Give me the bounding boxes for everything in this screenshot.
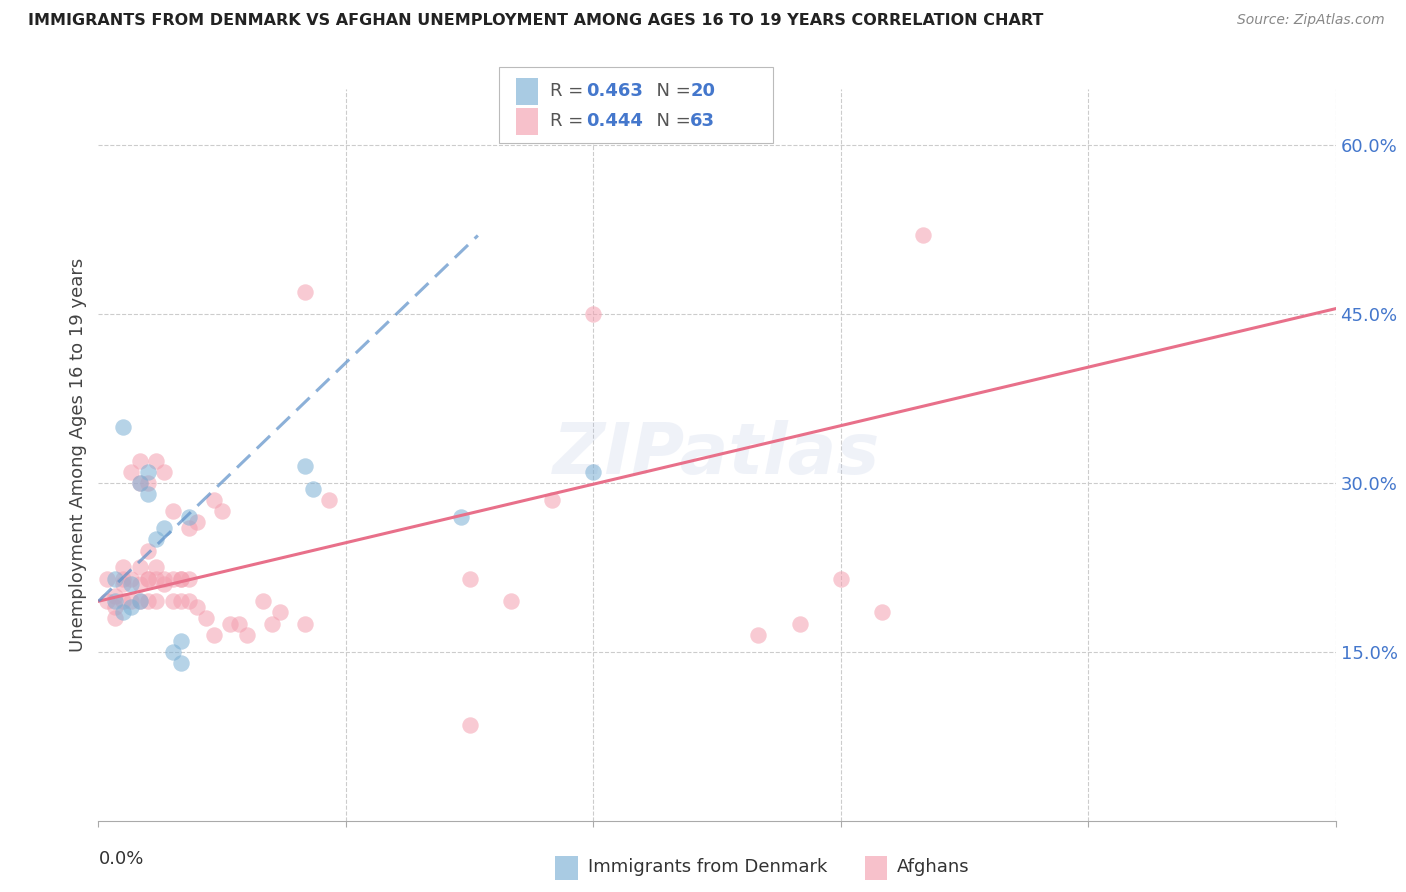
Point bbox=[458, 718, 481, 732]
Point bbox=[302, 482, 325, 496]
Text: 0.0%: 0.0% bbox=[98, 850, 143, 868]
Text: R =: R = bbox=[550, 82, 589, 100]
Point bbox=[153, 465, 176, 479]
Point bbox=[202, 492, 225, 507]
Point bbox=[170, 594, 193, 608]
Point bbox=[128, 560, 150, 574]
Point bbox=[162, 504, 184, 518]
Point bbox=[162, 572, 184, 586]
Text: IMMIGRANTS FROM DENMARK VS AFGHAN UNEMPLOYMENT AMONG AGES 16 TO 19 YEARS CORRELA: IMMIGRANTS FROM DENMARK VS AFGHAN UNEMPL… bbox=[28, 13, 1043, 29]
Point bbox=[870, 606, 893, 620]
Point bbox=[179, 594, 201, 608]
Point bbox=[104, 572, 127, 586]
Text: Source: ZipAtlas.com: Source: ZipAtlas.com bbox=[1237, 13, 1385, 28]
Point bbox=[582, 307, 605, 321]
Point bbox=[162, 594, 184, 608]
Y-axis label: Unemployment Among Ages 16 to 19 years: Unemployment Among Ages 16 to 19 years bbox=[69, 258, 87, 652]
Point bbox=[269, 606, 291, 620]
Point bbox=[789, 616, 811, 631]
Point bbox=[450, 509, 472, 524]
Point bbox=[170, 572, 193, 586]
Point bbox=[136, 594, 159, 608]
Point bbox=[128, 476, 150, 491]
Text: R =: R = bbox=[550, 112, 589, 130]
Point bbox=[582, 465, 605, 479]
Point bbox=[128, 476, 150, 491]
Point bbox=[145, 533, 167, 547]
Point bbox=[294, 459, 316, 474]
Point bbox=[194, 611, 217, 625]
Point bbox=[179, 521, 201, 535]
Text: N =: N = bbox=[645, 112, 697, 130]
Text: 0.463: 0.463 bbox=[586, 82, 643, 100]
Point bbox=[104, 594, 127, 608]
Point bbox=[120, 465, 142, 479]
Point bbox=[112, 572, 135, 586]
Point bbox=[96, 594, 118, 608]
Point bbox=[294, 285, 316, 299]
Point bbox=[458, 572, 481, 586]
Point bbox=[153, 577, 176, 591]
Point bbox=[120, 594, 142, 608]
Point bbox=[318, 492, 340, 507]
Point bbox=[136, 572, 159, 586]
Point bbox=[170, 633, 193, 648]
Point bbox=[830, 572, 852, 586]
Text: N =: N = bbox=[645, 82, 697, 100]
Point bbox=[145, 572, 167, 586]
Point bbox=[104, 599, 127, 614]
Point bbox=[136, 487, 159, 501]
Point bbox=[112, 560, 135, 574]
Text: ZIPatlas: ZIPatlas bbox=[554, 420, 880, 490]
Point bbox=[136, 572, 159, 586]
Point bbox=[179, 509, 201, 524]
Text: 63: 63 bbox=[690, 112, 716, 130]
Point bbox=[186, 599, 208, 614]
Point bbox=[120, 577, 142, 591]
Point bbox=[170, 656, 193, 670]
Point bbox=[252, 594, 274, 608]
Point bbox=[162, 645, 184, 659]
Point bbox=[120, 572, 142, 586]
Point bbox=[112, 419, 135, 434]
Point bbox=[219, 616, 242, 631]
Point bbox=[170, 572, 193, 586]
Point bbox=[104, 611, 127, 625]
Point bbox=[153, 572, 176, 586]
Point bbox=[128, 594, 150, 608]
Point bbox=[294, 616, 316, 631]
Point bbox=[228, 616, 250, 631]
Point bbox=[145, 453, 167, 467]
Point bbox=[153, 521, 176, 535]
Point bbox=[128, 594, 150, 608]
Point bbox=[112, 606, 135, 620]
Point bbox=[499, 594, 522, 608]
Point bbox=[136, 543, 159, 558]
Text: 20: 20 bbox=[690, 82, 716, 100]
Text: Afghans: Afghans bbox=[897, 858, 970, 876]
Point bbox=[202, 628, 225, 642]
Point bbox=[136, 465, 159, 479]
Point bbox=[145, 560, 167, 574]
Point bbox=[136, 476, 159, 491]
Point bbox=[128, 577, 150, 591]
Point bbox=[179, 572, 201, 586]
Point bbox=[145, 594, 167, 608]
Point bbox=[541, 492, 564, 507]
Point bbox=[128, 453, 150, 467]
Point bbox=[120, 599, 142, 614]
Point bbox=[912, 228, 935, 243]
Text: Immigrants from Denmark: Immigrants from Denmark bbox=[588, 858, 827, 876]
Point bbox=[747, 628, 769, 642]
Text: 0.444: 0.444 bbox=[586, 112, 643, 130]
Point bbox=[260, 616, 283, 631]
Point bbox=[96, 572, 118, 586]
Point bbox=[112, 577, 135, 591]
Point bbox=[104, 589, 127, 603]
Point bbox=[186, 516, 208, 530]
Point bbox=[236, 628, 259, 642]
Point bbox=[211, 504, 233, 518]
Point bbox=[112, 594, 135, 608]
